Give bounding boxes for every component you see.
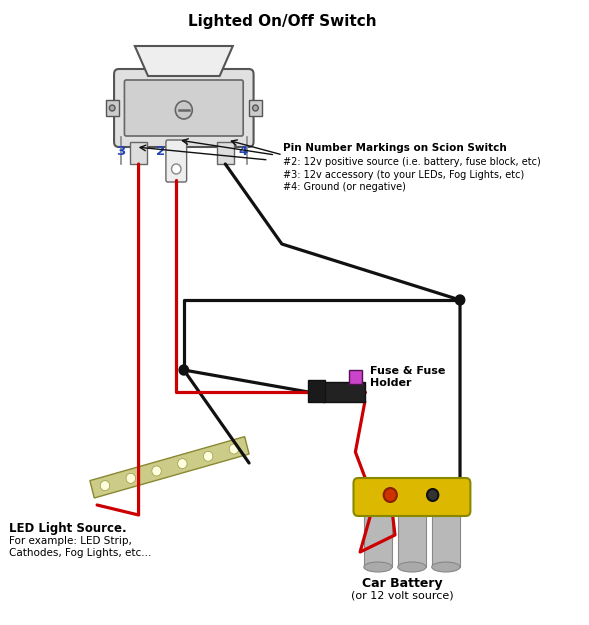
FancyBboxPatch shape	[124, 80, 243, 136]
Bar	[364, 497, 392, 567]
Ellipse shape	[364, 562, 392, 572]
Bar	[130, 142, 147, 164]
Polygon shape	[90, 437, 249, 498]
Text: For example: LED Strip,
Cathodes, Fog Lights, etc...: For example: LED Strip, Cathodes, Fog Li…	[9, 536, 152, 558]
Text: (or 12 volt source): (or 12 volt source)	[351, 590, 454, 600]
Circle shape	[110, 105, 115, 111]
Bar	[349, 370, 362, 384]
Text: Pin Number Markings on Scion Switch: Pin Number Markings on Scion Switch	[283, 143, 507, 153]
Ellipse shape	[364, 492, 392, 502]
Text: Lighted On/Off Switch: Lighted On/Off Switch	[188, 14, 377, 29]
Text: 2: 2	[156, 145, 165, 158]
Polygon shape	[135, 46, 233, 76]
Circle shape	[171, 164, 181, 174]
Circle shape	[178, 459, 187, 469]
Bar	[398, 497, 426, 567]
Circle shape	[126, 473, 135, 483]
Circle shape	[152, 466, 161, 476]
Text: Fuse & Fuse
Holder: Fuse & Fuse Holder	[370, 366, 446, 388]
Circle shape	[179, 365, 188, 375]
Text: 3: 3	[116, 145, 125, 158]
Text: LED Light Source.: LED Light Source.	[9, 522, 127, 535]
Ellipse shape	[432, 562, 460, 572]
FancyBboxPatch shape	[166, 140, 187, 182]
Circle shape	[229, 444, 239, 454]
Circle shape	[383, 488, 397, 502]
Circle shape	[100, 481, 110, 491]
Bar	[308, 380, 325, 402]
Ellipse shape	[432, 492, 460, 502]
Text: #2: 12v positive source (i.e. battery, fuse block, etc): #2: 12v positive source (i.e. battery, f…	[283, 157, 541, 167]
Bar	[432, 497, 460, 567]
Bar	[105, 100, 119, 116]
Text: 4: 4	[239, 145, 248, 158]
Circle shape	[427, 489, 438, 501]
Bar	[249, 100, 262, 116]
Text: #3: 12v accessory (to your LEDs, Fog Lights, etc): #3: 12v accessory (to your LEDs, Fog Lig…	[283, 169, 524, 179]
Bar	[217, 142, 234, 164]
Circle shape	[203, 451, 213, 461]
FancyBboxPatch shape	[114, 69, 254, 147]
Bar	[323, 382, 365, 402]
Circle shape	[176, 101, 192, 119]
Ellipse shape	[398, 562, 426, 572]
Circle shape	[253, 105, 259, 111]
Ellipse shape	[398, 492, 426, 502]
FancyBboxPatch shape	[353, 478, 471, 516]
Text: Car Battery: Car Battery	[362, 577, 443, 590]
Text: #4: Ground (or negative): #4: Ground (or negative)	[283, 182, 406, 192]
Circle shape	[455, 295, 465, 305]
